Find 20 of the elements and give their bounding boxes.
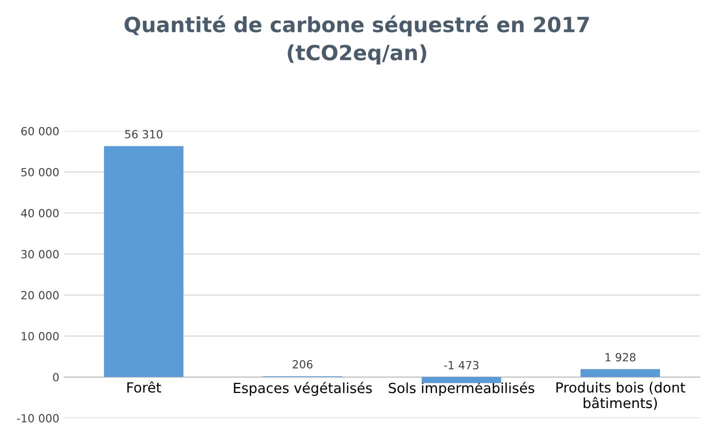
y-tick-label: 30 000	[21, 250, 59, 258]
x-tick-label: Forêt	[127, 381, 162, 393]
data-label: 1 928	[606, 353, 636, 362]
y-tick-label: 0	[53, 373, 59, 382]
chart-title: Quantité de carbone séquestré en 2017 (tCO2eq/an)	[124, 15, 589, 65]
y-tick-label: -10 000	[17, 414, 59, 422]
data-label: 56 310	[125, 130, 162, 138]
data-label: -1 473	[444, 360, 478, 370]
bar	[422, 377, 502, 384]
data-label: 206	[292, 360, 312, 368]
y-tick-label: 40 000	[21, 208, 59, 218]
x-tick-label: Produits bois (dont bâtiments)	[556, 382, 686, 410]
y-tick-label: 10 000	[22, 332, 59, 340]
y-tick-label: 20 000	[21, 291, 59, 300]
y-tick-label: 50 000	[21, 168, 59, 176]
x-tick-label: Espaces végétalisés	[234, 382, 372, 396]
bar	[580, 369, 660, 378]
x-tick-label: Sols imperméabilisés	[388, 382, 534, 396]
y-tick-label: 60 000	[21, 126, 59, 136]
bar	[104, 146, 184, 378]
